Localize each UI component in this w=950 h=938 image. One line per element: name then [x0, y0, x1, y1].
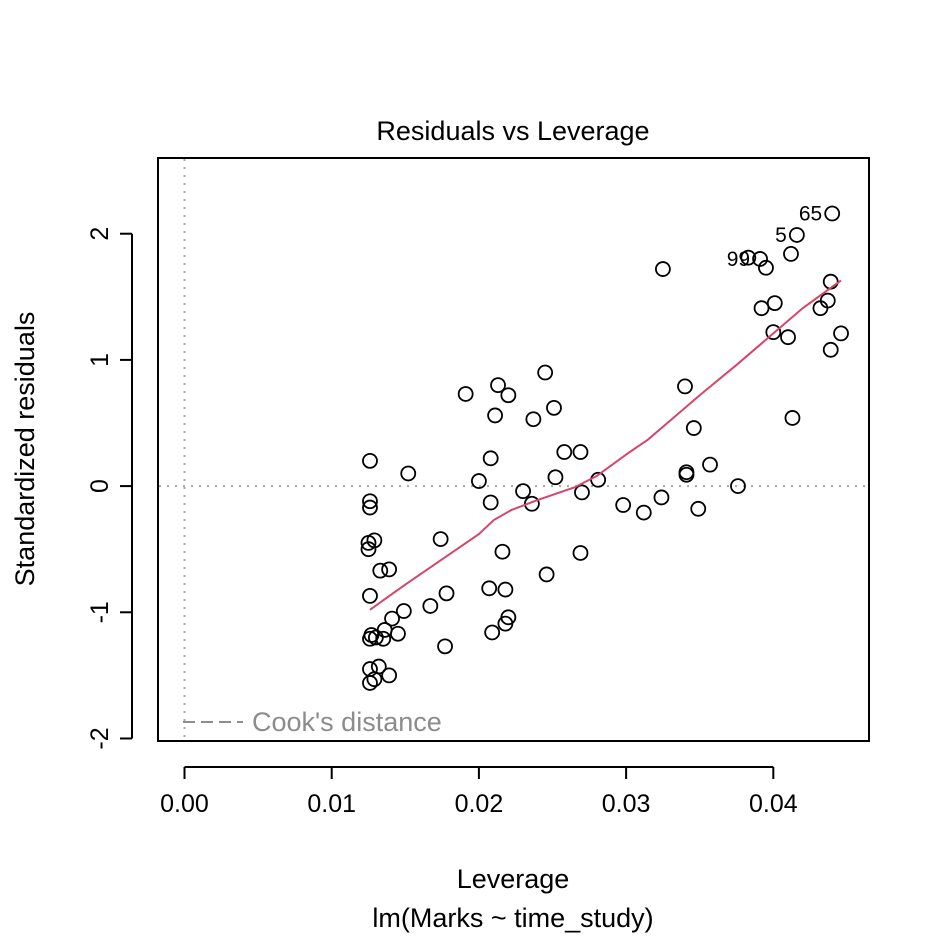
data-point	[678, 466, 695, 483]
data-point	[362, 452, 378, 469]
data-point	[685, 420, 702, 436]
data-point	[824, 205, 841, 222]
data-point	[457, 386, 474, 402]
smooth-line	[369, 279, 842, 611]
y-tick-label: -1	[86, 601, 114, 623]
data-point	[484, 624, 501, 641]
data-point	[690, 500, 707, 517]
data-point	[438, 585, 455, 602]
data-point	[515, 483, 531, 500]
data-point	[362, 499, 378, 516]
data-point	[572, 545, 589, 561]
scatter-points	[360, 205, 849, 691]
data-point	[784, 410, 801, 426]
data-point	[702, 456, 718, 473]
data-point	[481, 580, 498, 597]
data-point	[400, 465, 417, 482]
chart-subtitle: lm(Marks ~ time_study)	[372, 903, 653, 933]
data-point	[758, 259, 774, 276]
data-point	[783, 246, 799, 262]
data-point	[812, 300, 829, 317]
data-point	[740, 249, 757, 266]
data-point	[500, 387, 517, 404]
data-point	[574, 484, 590, 501]
data-point	[482, 494, 499, 511]
data-point	[381, 561, 398, 578]
point-labels: 65 5 99	[727, 203, 822, 271]
data-point	[471, 473, 487, 489]
data-point	[360, 534, 377, 551]
data-point	[537, 364, 554, 381]
data-point	[524, 495, 540, 512]
x-tick-label: 0.02	[455, 790, 504, 818]
point-label: 65	[799, 203, 822, 226]
data-point	[487, 407, 503, 424]
point-label: 5	[775, 224, 787, 247]
data-point	[497, 615, 514, 632]
data-point	[677, 378, 693, 395]
data-point	[525, 411, 542, 428]
x-tick-label: 0.03	[602, 790, 651, 818]
data-point	[572, 444, 589, 460]
data-point	[366, 671, 383, 688]
data-point	[360, 541, 377, 558]
data-point	[367, 629, 384, 646]
legend: Cook's distance	[183, 707, 442, 737]
plot-frame	[157, 157, 870, 742]
data-point	[765, 324, 782, 341]
y-tick-label: 2	[86, 227, 114, 241]
data-point	[381, 667, 398, 684]
x-tick-label: 0.00	[160, 790, 209, 818]
data-point	[822, 341, 839, 358]
data-point	[375, 630, 392, 647]
data-point	[482, 450, 499, 467]
x-tick-label: 0.04	[749, 790, 798, 818]
x-axis-label: Leverage	[457, 864, 570, 894]
data-point	[547, 469, 564, 486]
data-point	[753, 300, 770, 317]
data-point	[822, 273, 839, 290]
data-point	[780, 329, 796, 346]
legend-label: Cook's distance	[252, 707, 442, 737]
point-label: 99	[727, 248, 750, 271]
x-tick-label: 0.01	[307, 790, 356, 818]
data-point	[635, 504, 652, 521]
data-point	[362, 493, 378, 510]
data-point	[490, 377, 506, 394]
data-point	[437, 638, 453, 655]
chart-title: Residuals vs Leverage	[376, 116, 649, 146]
data-point	[432, 531, 449, 547]
data-point	[422, 598, 439, 614]
x-axis: 0.00 0.01 0.02 0.03 0.04	[160, 766, 798, 818]
data-point	[766, 295, 783, 312]
data-point	[653, 489, 670, 506]
data-point	[788, 227, 805, 243]
data-point	[538, 566, 555, 583]
data-point	[395, 603, 412, 619]
data-point	[556, 444, 573, 460]
data-point	[372, 562, 389, 579]
data-point	[494, 543, 511, 560]
data-point	[655, 261, 671, 277]
y-tick-label: 0	[86, 479, 114, 493]
data-point	[615, 497, 632, 513]
data-point	[497, 581, 514, 598]
data-point	[546, 399, 562, 416]
data-point	[362, 587, 378, 604]
y-tick-label: -2	[86, 727, 114, 749]
data-point	[390, 625, 406, 642]
y-tick-label: 1	[86, 353, 114, 367]
data-point	[730, 478, 746, 494]
data-point	[384, 610, 400, 627]
y-axis-label: Standardized residuals	[10, 312, 40, 587]
y-axis: -2 -1 0 1 2	[86, 227, 133, 750]
data-point	[833, 325, 849, 342]
data-point	[362, 675, 378, 691]
